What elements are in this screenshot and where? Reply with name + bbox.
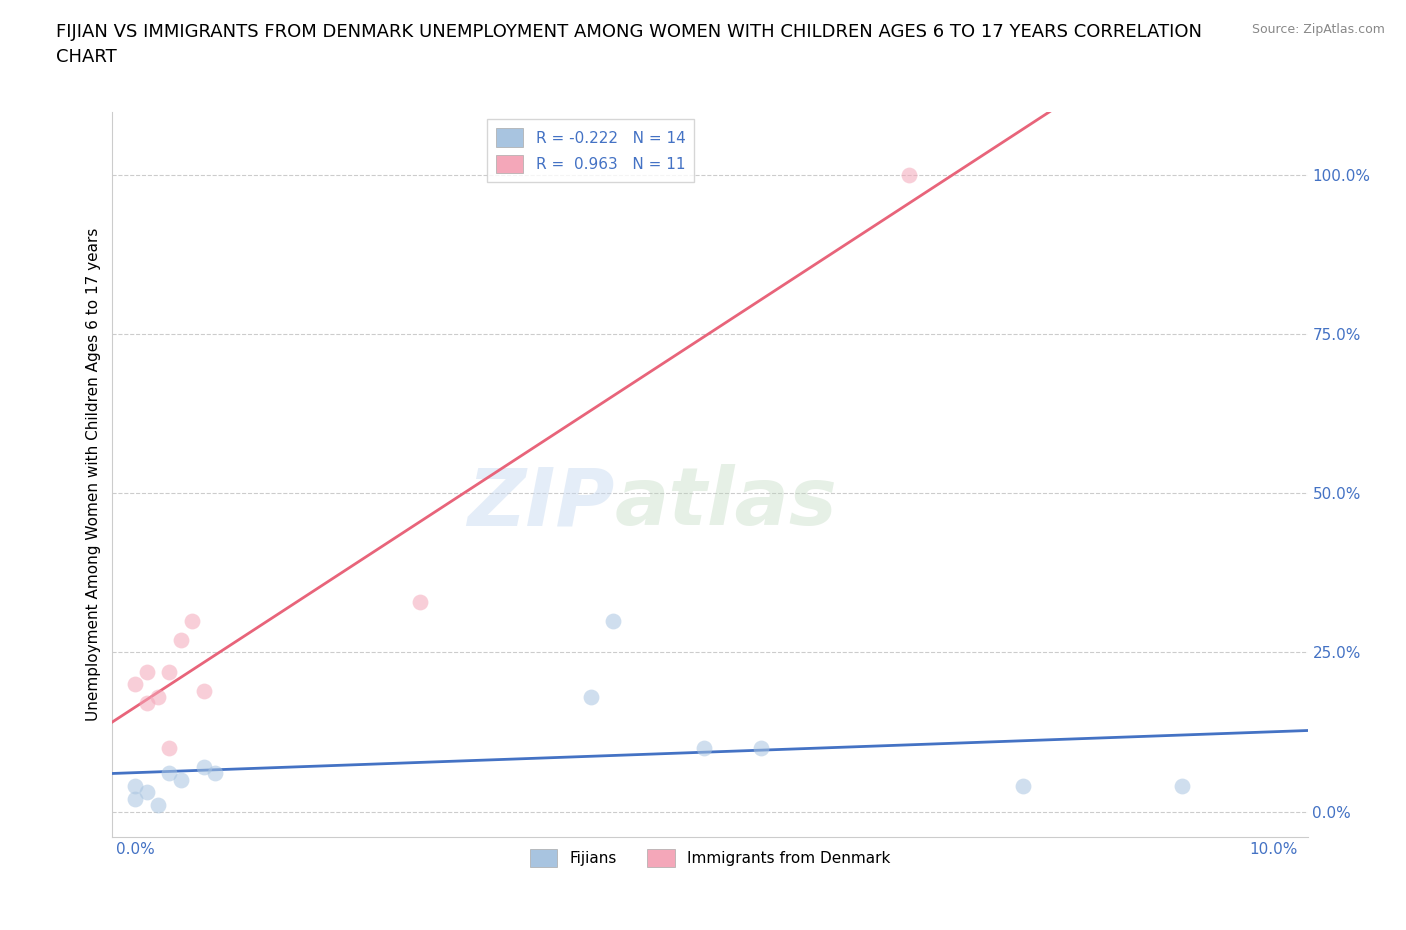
- Point: [124, 677, 146, 692]
- Point: [181, 613, 204, 628]
- Point: [170, 632, 193, 647]
- Point: [193, 760, 215, 775]
- Point: [898, 167, 921, 182]
- Y-axis label: Unemployment Among Women with Children Ages 6 to 17 years: Unemployment Among Women with Children A…: [86, 228, 101, 721]
- Point: [602, 613, 624, 628]
- Point: [409, 594, 432, 609]
- Point: [135, 696, 157, 711]
- Legend: Fijians, Immigrants from Denmark: Fijians, Immigrants from Denmark: [520, 840, 900, 876]
- Point: [193, 684, 215, 698]
- Point: [579, 689, 602, 704]
- Text: atlas: atlas: [614, 464, 837, 542]
- Point: [146, 798, 169, 813]
- Point: [1171, 778, 1194, 793]
- Text: ZIP: ZIP: [467, 464, 614, 542]
- Point: [204, 766, 226, 781]
- Text: FIJIAN VS IMMIGRANTS FROM DENMARK UNEMPLOYMENT AMONG WOMEN WITH CHILDREN AGES 6 : FIJIAN VS IMMIGRANTS FROM DENMARK UNEMPL…: [56, 23, 1202, 66]
- Point: [124, 778, 146, 793]
- Point: [135, 664, 157, 679]
- Point: [693, 740, 716, 755]
- Point: [124, 791, 146, 806]
- Point: [157, 766, 180, 781]
- Point: [1012, 778, 1035, 793]
- Point: [749, 740, 772, 755]
- Point: [135, 785, 157, 800]
- Point: [170, 772, 193, 787]
- Point: [146, 689, 169, 704]
- Point: [157, 740, 180, 755]
- Text: Source: ZipAtlas.com: Source: ZipAtlas.com: [1251, 23, 1385, 36]
- Point: [157, 664, 180, 679]
